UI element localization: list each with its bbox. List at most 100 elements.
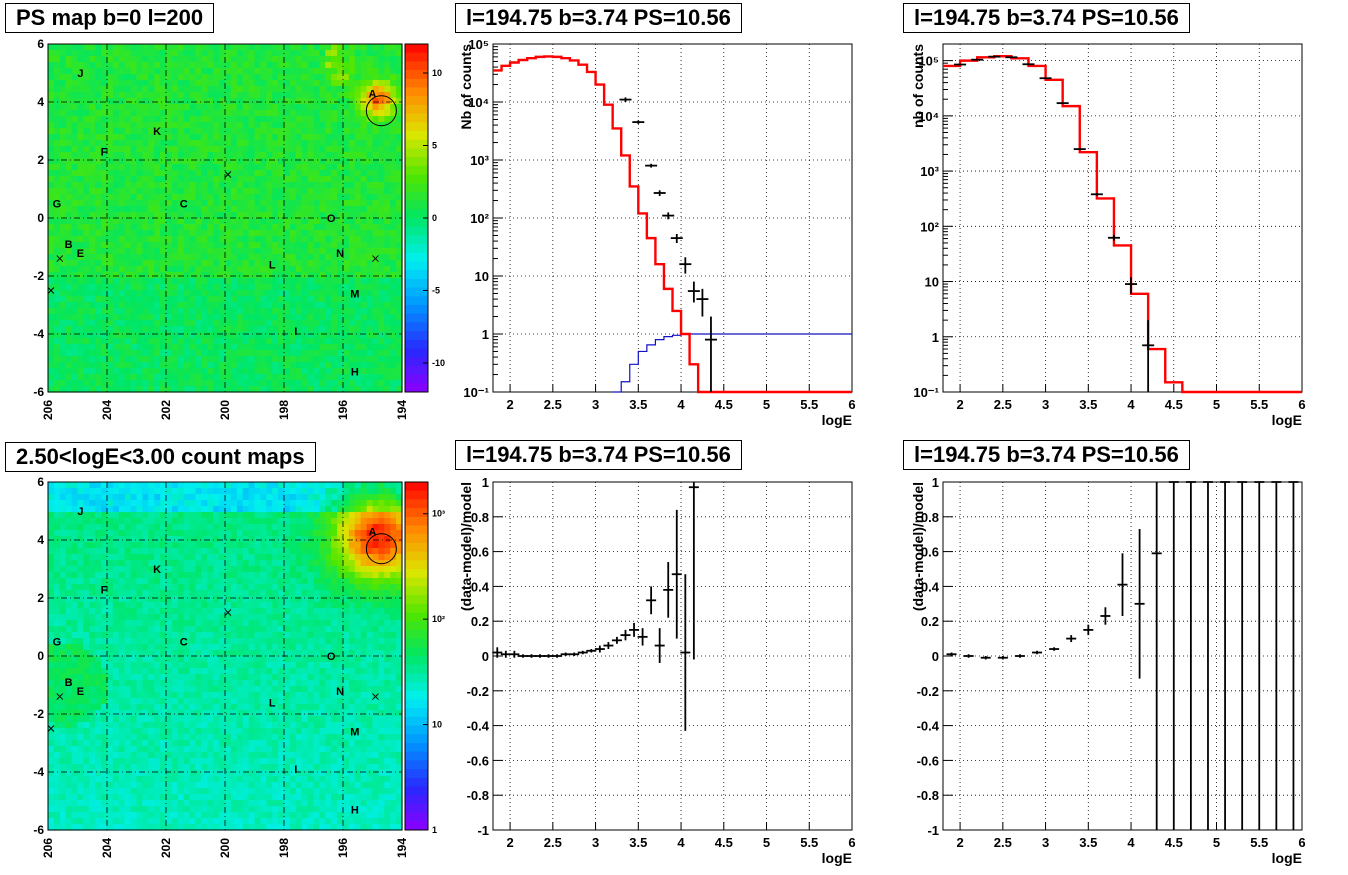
count_map-x-tick-label: 196	[336, 838, 350, 858]
ratio_2-y-tick-label: -0.6	[917, 753, 939, 768]
spectrum_2-x-tick-label: 4	[1127, 397, 1135, 412]
ps_map-y-tick-label: -6	[33, 385, 44, 399]
ratio_2-x-tick-label: 5.5	[1250, 835, 1268, 850]
ratio-2-title: l=194.75 b=3.74 PS=10.56	[903, 440, 1190, 470]
ratio_1-x-tick-label: 3	[592, 835, 599, 850]
ratio_1-x-tick-label: 4	[677, 835, 685, 850]
spectrum_2-y-tick-label: 10³	[920, 164, 939, 179]
ps_map-colorbar-tick-label: 0	[432, 213, 437, 223]
spectrum_1-y-tick-label: 10²	[470, 211, 489, 226]
count_map-cross-marker	[372, 693, 379, 700]
count_map-heatmap	[48, 482, 403, 831]
ratio_2-x-tick-label: 2.5	[994, 835, 1012, 850]
ratio_1-y-tick-label: -0.6	[467, 753, 489, 768]
spectrum_2-y-tick-label: 10	[925, 275, 939, 290]
count_map-x-tick-label: 194	[395, 838, 409, 858]
ratio_1-x-tick-label: 2	[506, 835, 513, 850]
ratio_1-x-tick-label: 5.5	[800, 835, 818, 850]
spectrum_2-y-tick-label: 10⁵	[918, 54, 939, 69]
ratio_1-y-tick-label: 1	[482, 475, 489, 490]
ps_map-source-circle	[365, 95, 397, 127]
spectrum_2-x-tick-label: 3.5	[1079, 397, 1097, 412]
spectrum_2-x-tick-label: 2.5	[994, 397, 1012, 412]
ratio_1-y-tick-label: 0.4	[471, 579, 490, 594]
count_map-x-tick-label: 204	[100, 838, 114, 858]
ratio_1-y-axis-label: (data-model)/model	[458, 482, 474, 611]
count_map-y-tick-label: 2	[37, 591, 44, 605]
ps_map-source-label: E	[77, 248, 84, 260]
spectrum_1-x-tick-label: 3	[592, 397, 599, 412]
ratio_2-x-tick-label: 5	[1213, 835, 1220, 850]
count-map-title: 2.50<logE<3.00 count maps	[5, 442, 316, 472]
ratio_2-y-tick-label: -0.4	[917, 719, 940, 734]
spectrum_1-y-tick-label: 10	[475, 269, 489, 284]
spectrum_1-y-tick-label: 10³	[470, 153, 489, 168]
ps_map-colorbar-tick-label: 5	[432, 141, 437, 151]
ratio_1-x-tick-label: 2.5	[544, 835, 562, 850]
ratio_1-y-tick-label: 0	[482, 649, 489, 664]
count_map-y-tick-label: 0	[37, 649, 44, 663]
spectrum_2-x-tick-label: 5.5	[1250, 397, 1268, 412]
ps_map-heatmap	[48, 44, 403, 393]
spectrum_2-y-tick-label: 10⁴	[918, 109, 939, 124]
spectrum_1-y-axis-label: Nb of counts	[458, 44, 474, 130]
spectrum_2-x-tick-label: 3	[1042, 397, 1049, 412]
spectrum_1-x-tick-label: 5.5	[800, 397, 818, 412]
ps_map-source-label: O	[327, 213, 336, 225]
ratio_2-y-axis-label: (data-model)/model	[910, 482, 926, 611]
ratio_1-y-tick-label: -0.8	[467, 788, 489, 803]
count_map-source-label: H	[351, 805, 359, 817]
ratio_1-x-axis-label: logE	[822, 850, 852, 866]
ratio_1-y-tick-label: -1	[477, 823, 489, 838]
count_map-source-label: B	[65, 677, 73, 689]
spectrum-2-title: l=194.75 b=3.74 PS=10.56	[903, 3, 1190, 33]
count_map-source-label: F	[101, 584, 108, 596]
ratio_1-y-tick-label: 0.6	[471, 545, 489, 560]
ratio_2-frame	[942, 481, 1303, 831]
ps_map-y-tick-label: -4	[33, 327, 44, 341]
ratio_2-x-axis-label: logE	[1272, 850, 1302, 866]
ps_map-y-tick-label: 4	[37, 95, 44, 109]
ps_map-colorbar-tick-label: -5	[432, 286, 440, 296]
ratio_2-y-tick-label: 1	[932, 475, 939, 490]
ratio_2-y-tick-label: -1	[927, 823, 939, 838]
ratio_2-y-tick-label: 0.6	[921, 545, 939, 560]
count_map-source-label: G	[53, 637, 62, 649]
count_map-colorbar-tick-label: 1	[432, 825, 437, 835]
ratio_2-x-tick-label: 2	[956, 835, 963, 850]
ps_map-y-tick-label: -2	[33, 269, 44, 283]
spectrum_1-y-tick-label: 1	[482, 327, 489, 342]
ps_map-source-label: N	[336, 248, 344, 260]
ratio_2-y-tick-label: 0	[932, 649, 939, 664]
ratio_2-y-tick-label: 0.4	[921, 579, 940, 594]
ratio_2-y-tick-label: 0.8	[921, 510, 939, 525]
spectrum_1-x-tick-label: 3.5	[629, 397, 647, 412]
ps_map-x-tick-label: 202	[159, 400, 173, 420]
count_map-colorbar	[405, 482, 428, 831]
count_map-x-tick-label: 206	[41, 838, 55, 858]
ps_map-x-tick-label: 204	[100, 400, 114, 420]
spectrum_2-y-tick-label: 10⁻¹	[913, 385, 939, 400]
spectrum_2-frame	[942, 43, 1303, 393]
spectrum_2-x-tick-label: 6	[1298, 397, 1305, 412]
spectrum_1-x-tick-label: 6	[848, 397, 855, 412]
ratio_2-x-tick-label: 4.5	[1165, 835, 1183, 850]
count_map-colorbar-tick-label: 10	[432, 720, 442, 730]
ps_map-source-label: M	[350, 288, 359, 300]
count_map-source-circle	[365, 533, 397, 565]
spectrum_1-frame	[492, 43, 853, 393]
ps_map-colorbar	[405, 44, 428, 393]
ps_map-source-label: L	[269, 259, 276, 271]
count_map-y-tick-label: -2	[33, 707, 44, 721]
ratio_1-x-tick-label: 5	[763, 835, 770, 850]
ratio_2-y-tick-label: 0.2	[921, 614, 939, 629]
ps_map-colorbar-tick-label: -10	[432, 358, 445, 368]
count_map-source-label: L	[269, 697, 276, 709]
spectrum_2-y-tick-label: 1	[932, 330, 939, 345]
ps_map-source-label: A	[369, 88, 377, 100]
ratio_2-x-tick-label: 3.5	[1079, 835, 1097, 850]
count_map-y-tick-label: -6	[33, 823, 44, 837]
count_map-colorbar-tick-label: 10²	[432, 614, 445, 624]
ratio_1-y-tick-label: 0.2	[471, 614, 489, 629]
spectrum_1-y-tick-label: 10⁻¹	[463, 385, 489, 400]
